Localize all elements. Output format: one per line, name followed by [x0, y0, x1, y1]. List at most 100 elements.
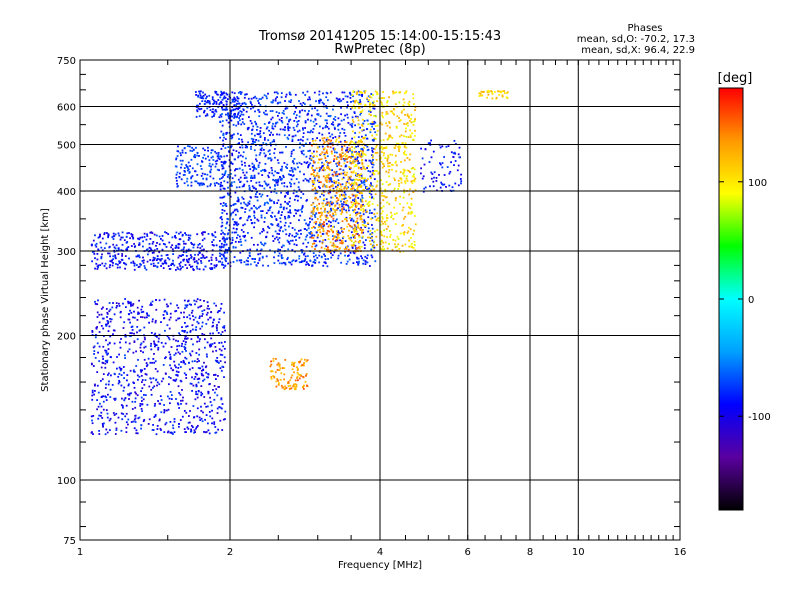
data-point: [220, 246, 223, 249]
data-point: [380, 145, 383, 148]
data-point: [191, 243, 193, 245]
data-point: [398, 150, 400, 152]
data-point: [361, 128, 364, 131]
data-point: [370, 237, 373, 239]
data-point: [106, 431, 109, 434]
data-point: [271, 110, 274, 112]
data-point: [217, 183, 220, 185]
data-point: [277, 162, 280, 164]
data-point: [408, 239, 410, 242]
data-point: [236, 168, 239, 170]
data-point: [356, 191, 359, 193]
data-point: [231, 236, 234, 239]
data-point: [362, 122, 365, 125]
data-point: [195, 393, 197, 395]
data-point: [245, 110, 248, 113]
data-point: [327, 201, 330, 204]
data-point: [100, 307, 103, 310]
data-point: [198, 108, 201, 111]
data-point: [260, 144, 263, 147]
data-point: [307, 263, 309, 265]
data-point: [397, 179, 400, 182]
data-point: [345, 149, 347, 152]
data-point: [270, 223, 272, 225]
data-point: [196, 373, 198, 376]
data-point: [278, 365, 281, 368]
data-point: [101, 355, 104, 358]
data-point: [297, 195, 300, 198]
data-point: [346, 101, 349, 103]
data-point: [332, 214, 335, 217]
data-point: [260, 241, 262, 244]
data-point: [333, 155, 336, 157]
data-point: [361, 236, 364, 239]
data-point: [268, 209, 271, 211]
data-point: [368, 113, 371, 116]
data-point: [381, 123, 384, 126]
data-point: [358, 178, 361, 181]
data-point: [100, 411, 103, 414]
data-point: [137, 313, 139, 315]
data-point: [335, 192, 338, 194]
data-point: [337, 230, 340, 232]
data-point: [238, 117, 240, 119]
data-point: [189, 354, 192, 357]
data-point: [253, 164, 255, 167]
data-point: [351, 188, 353, 190]
data-point: [286, 239, 289, 242]
data-point: [313, 91, 316, 94]
data-point: [341, 151, 344, 154]
data-point: [410, 242, 413, 245]
data-point: [258, 144, 261, 147]
data-point: [254, 141, 257, 144]
data-point: [324, 152, 326, 155]
data-point: [161, 248, 164, 251]
data-point: [224, 361, 226, 364]
data-point: [270, 158, 273, 161]
data-point: [332, 123, 335, 126]
data-point: [231, 177, 234, 180]
data-point: [198, 348, 201, 351]
data-point: [277, 254, 280, 257]
data-point: [243, 161, 246, 164]
data-point: [233, 231, 236, 234]
data-point: [350, 140, 352, 143]
data-point: [123, 262, 126, 265]
data-point: [232, 149, 235, 152]
data-point: [392, 218, 395, 220]
data-point: [319, 215, 322, 218]
data-point: [108, 380, 110, 383]
data-point: [91, 389, 94, 392]
data-point: [149, 361, 152, 364]
data-point: [134, 397, 137, 400]
data-point: [288, 134, 291, 137]
data-point: [99, 402, 101, 405]
data-point: [235, 228, 238, 230]
data-point: [177, 403, 180, 406]
data-point: [165, 373, 167, 375]
data-point: [124, 267, 126, 270]
data-point: [290, 167, 293, 169]
data-point: [270, 167, 273, 169]
y-tick-label: 500: [57, 141, 76, 152]
data-point: [316, 257, 319, 259]
data-point: [260, 98, 262, 100]
data-point: [343, 171, 346, 174]
data-point: [201, 233, 204, 236]
data-point: [210, 256, 213, 259]
data-point: [305, 245, 308, 248]
data-point: [332, 212, 334, 215]
data-point: [351, 153, 353, 155]
data-point: [378, 217, 380, 219]
data-point: [276, 202, 279, 204]
data-point: [357, 262, 360, 265]
data-point: [359, 205, 362, 208]
data-point: [271, 211, 274, 214]
data-point: [94, 384, 96, 387]
data-point: [112, 262, 114, 264]
data-point: [211, 417, 214, 420]
data-point: [224, 109, 227, 111]
data-point: [150, 248, 153, 251]
data-point: [412, 175, 415, 178]
data-point: [177, 246, 180, 249]
